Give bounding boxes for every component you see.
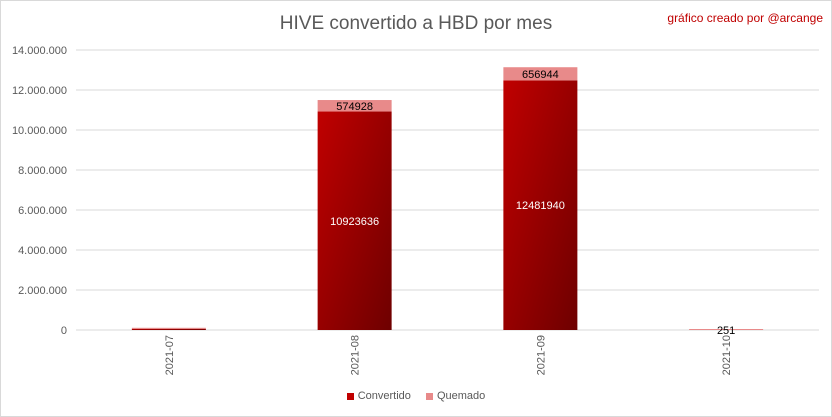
- y-tick-label: 12.000.000: [12, 85, 67, 97]
- grid-lines: [76, 49, 819, 331]
- y-axis-ticks: 0 2.000.000 4.000.000 6.000.000 8.000.000 10.…: [12, 45, 67, 337]
- y-tick-label: 2.000.000: [18, 285, 67, 297]
- y-tick-label: 0: [61, 325, 67, 337]
- x-tick-label: 2021-07: [164, 335, 176, 375]
- y-tick-label: 6.000.000: [18, 205, 67, 217]
- y-tick-label: 10.000.000: [12, 125, 67, 137]
- bar-convertido: [317, 111, 392, 330]
- chart-title: HIVE convertido a HBD por mes: [279, 13, 553, 34]
- y-tick-label: 4.000.000: [18, 245, 67, 257]
- legend-item-convertido: Convertido: [346, 390, 411, 402]
- legend-label-quemado: Quemado: [436, 390, 486, 402]
- bar-quemado: [317, 100, 392, 112]
- bar-convertido: [503, 80, 578, 330]
- data-label-convertido: 10923636: [330, 216, 379, 228]
- chart-credit: gráfico creado por @arcange: [667, 11, 823, 25]
- legend-swatch-quemado: [425, 392, 433, 400]
- legend: Convertido Quemado: [1, 390, 831, 403]
- bar-quemado: [503, 67, 578, 81]
- legend-item-quemado: Quemado: [425, 390, 486, 402]
- y-tick-label: 8.000.000: [18, 165, 67, 177]
- y-tick-label: 14.000.000: [12, 45, 67, 57]
- x-axis-ticks: 2021-07 2021-08 2021-09 2021-10: [164, 335, 733, 375]
- legend-swatch-convertido: [346, 392, 354, 400]
- data-label-quemado: 656944: [522, 69, 559, 81]
- bar-quemado: [689, 329, 764, 330]
- x-tick-label: 2021-08: [350, 335, 362, 375]
- bars: 10923636 574928 12481940 656944 251: [131, 67, 764, 337]
- x-tick-label: 2021-09: [535, 335, 547, 375]
- x-tick-label: 2021-10: [721, 335, 733, 375]
- bar-quemado: [131, 327, 206, 329]
- bar-convertido: [131, 328, 206, 330]
- data-label-convertido: 12481940: [516, 200, 565, 212]
- data-label-quemado: 251: [717, 325, 735, 337]
- data-label-quemado: 574928: [336, 101, 373, 113]
- legend-label-convertido: Convertido: [357, 390, 411, 402]
